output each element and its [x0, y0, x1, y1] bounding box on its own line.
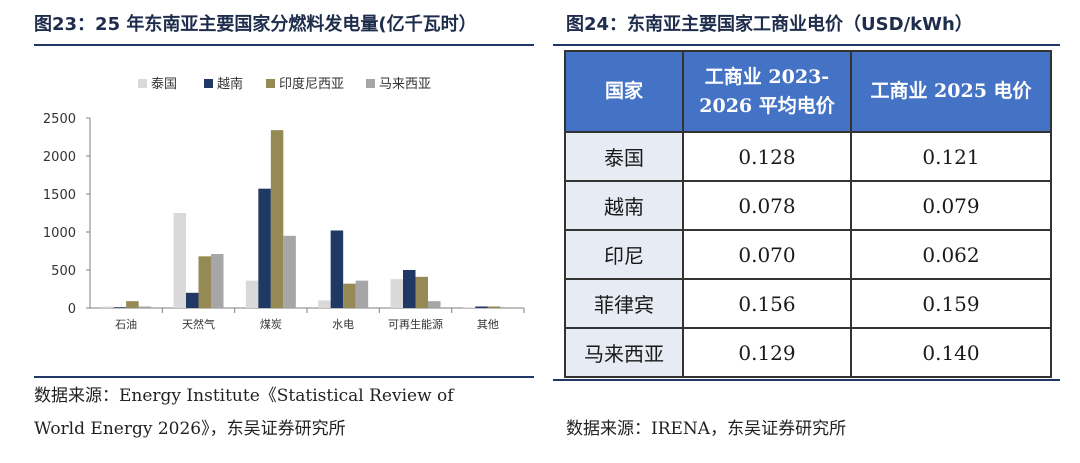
- bar: [113, 307, 127, 308]
- right-bottom-rule: [553, 379, 1060, 381]
- avg-price-cell: 0.078: [682, 180, 852, 231]
- bar: [186, 292, 199, 308]
- electricity-price-table: 国家 工商业 2023-2026 平均电价 工商业 2025 电价 泰国 0.1…: [564, 50, 1052, 378]
- price-2025-cell: 0.159: [850, 278, 1052, 329]
- country-cell: 印尼: [564, 229, 684, 280]
- category-label: 其他: [477, 318, 499, 331]
- price-2025-cell: 0.079: [850, 180, 1052, 231]
- left-top-rule: [34, 44, 534, 46]
- table-header-row: 国家 工商业 2023-2026 平均电价 工商业 2025 电价: [564, 50, 1052, 133]
- price-2025-cell: 0.062: [850, 229, 1052, 280]
- bar: [390, 279, 403, 308]
- bar: [126, 301, 139, 308]
- right-top-rule: [553, 44, 1060, 46]
- bar: [487, 306, 501, 308]
- bar: [211, 254, 224, 308]
- legend-label: 马来西亚: [379, 77, 431, 92]
- bar: [258, 188, 271, 308]
- bar: [428, 301, 441, 308]
- price-2025-cell: 0.121: [850, 131, 1052, 182]
- bar: [270, 130, 284, 308]
- chart-bars: [101, 130, 513, 308]
- bar: [330, 230, 344, 308]
- bar: [138, 306, 152, 308]
- bar: [245, 280, 259, 308]
- table-row: 菲律宾 0.156 0.159: [564, 278, 1052, 329]
- header-avg-price: 工商业 2023-2026 平均电价: [682, 50, 852, 133]
- y-tick-label: 0: [68, 302, 76, 317]
- bar: [500, 307, 513, 308]
- price-2025-cell: 0.140: [850, 327, 1052, 378]
- table-row: 马来西亚 0.129 0.140: [564, 327, 1052, 378]
- avg-price-cell: 0.070: [682, 229, 852, 280]
- table-source-note: 数据来源：IRENA，东吴证券研究所: [566, 419, 847, 439]
- country-cell: 马来西亚: [564, 327, 684, 378]
- bar: [355, 280, 369, 308]
- table-row: 印尼 0.070 0.062: [564, 229, 1052, 280]
- bar: [462, 307, 476, 308]
- table-row: 泰国 0.128 0.121: [564, 131, 1052, 182]
- y-tick-label: 2500: [43, 112, 76, 127]
- country-cell: 菲律宾: [564, 278, 684, 329]
- chart-source-note: 数据来源：Energy Institute《Statistical Review…: [34, 386, 454, 439]
- header-2025-price: 工商业 2025 电价: [850, 50, 1052, 133]
- bar: [415, 276, 428, 308]
- table-row: 越南 0.078 0.079: [564, 180, 1052, 231]
- power-generation-bar-chart: 泰国 越南 印度尼西亚 马来西亚 0 500 1000 1500 2000 2500 石油 天然气 煤…: [43, 76, 525, 331]
- avg-price-cell: 0.156: [682, 278, 852, 329]
- legend-label: 印度尼西亚: [279, 76, 344, 92]
- bar: [101, 306, 114, 308]
- legend-swatch: [204, 79, 213, 88]
- bar: [343, 283, 356, 308]
- bar: [318, 300, 331, 308]
- bar: [283, 235, 296, 308]
- legend-label: 泰国: [151, 77, 177, 92]
- legend-swatch: [138, 79, 147, 88]
- category-label: 水电: [332, 318, 354, 331]
- y-tick-label: 500: [51, 264, 76, 279]
- bar: [173, 213, 186, 308]
- header-country: 国家: [564, 50, 684, 133]
- bar: [403, 270, 416, 308]
- avg-price-cell: 0.129: [682, 327, 852, 378]
- category-label: 可再生能源: [388, 317, 443, 331]
- chart-title: 图23：25 年东南亚主要国家分燃料发电量(亿千瓦时）: [34, 14, 477, 35]
- category-label: 天然气: [182, 317, 215, 331]
- category-label: 煤炭: [260, 318, 282, 331]
- legend-swatch: [266, 79, 275, 88]
- table-title: 图24：东南亚主要国家工商业电价（USD/kWh）: [566, 14, 973, 35]
- legend-swatch: [366, 79, 375, 88]
- country-cell: 泰国: [564, 131, 684, 182]
- chart-legend: 泰国 越南 印度尼西亚 马来西亚: [138, 76, 431, 92]
- legend-label: 越南: [217, 76, 243, 92]
- bar: [475, 306, 488, 308]
- chart-axes: 0 500 1000 1500 2000 2500 石油 天然气 煤炭 水电 可再生能源 其他: [43, 112, 525, 331]
- country-cell: 越南: [564, 180, 684, 231]
- avg-price-cell: 0.128: [682, 131, 852, 182]
- category-label: 石油: [115, 317, 137, 331]
- y-tick-label: 1500: [43, 188, 76, 203]
- bar: [198, 256, 211, 308]
- left-bottom-rule: [34, 376, 534, 378]
- y-tick-label: 1000: [43, 226, 76, 241]
- y-tick-label: 2000: [43, 150, 76, 165]
